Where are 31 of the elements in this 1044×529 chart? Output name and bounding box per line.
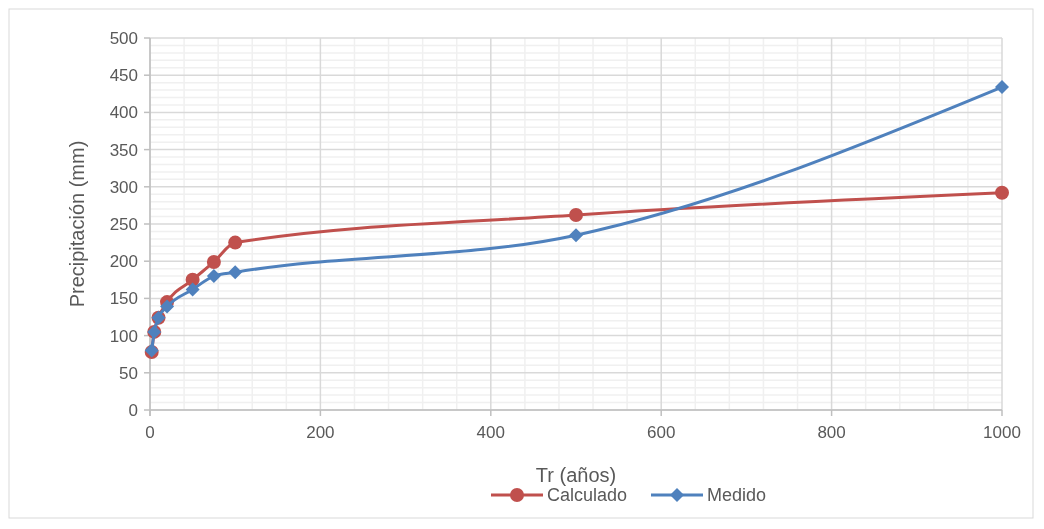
x-tick-label: 1000 (983, 423, 1021, 442)
point (185, 282, 200, 297)
x-tick-label: 400 (476, 423, 505, 442)
legend-label: Medido (707, 485, 767, 505)
y-tick-label: 300 (109, 177, 138, 197)
legend-label: Calculado (547, 485, 628, 505)
y-tick-label: 100 (109, 326, 138, 346)
point (228, 235, 243, 250)
x-tick-label: 200 (306, 423, 335, 442)
y-axis-title: Precipitación (mm) (66, 140, 88, 308)
y-tick-label: 350 (109, 140, 138, 160)
x-tick-label: 800 (817, 423, 846, 442)
x-axis-title: Tr (años) (535, 464, 617, 486)
point (995, 185, 1009, 200)
point (206, 269, 221, 284)
point (569, 208, 583, 223)
point (206, 254, 221, 269)
point (160, 299, 175, 314)
x-tick-label: 600 (647, 423, 676, 442)
point (995, 80, 1009, 95)
y-tick-label: 50 (119, 363, 138, 383)
y-tick-label: 450 (109, 66, 138, 86)
y-tick-label: 200 (109, 252, 138, 272)
y-tick-label: 0 (128, 400, 138, 420)
y-tick-label: 150 (109, 289, 138, 309)
x-tick-label: 0 (145, 423, 155, 442)
point (569, 228, 583, 243)
y-tick-label: 400 (109, 103, 138, 123)
y-tick-label: 500 (109, 28, 138, 48)
y-tick-label: 250 (109, 214, 138, 234)
point (228, 265, 243, 280)
